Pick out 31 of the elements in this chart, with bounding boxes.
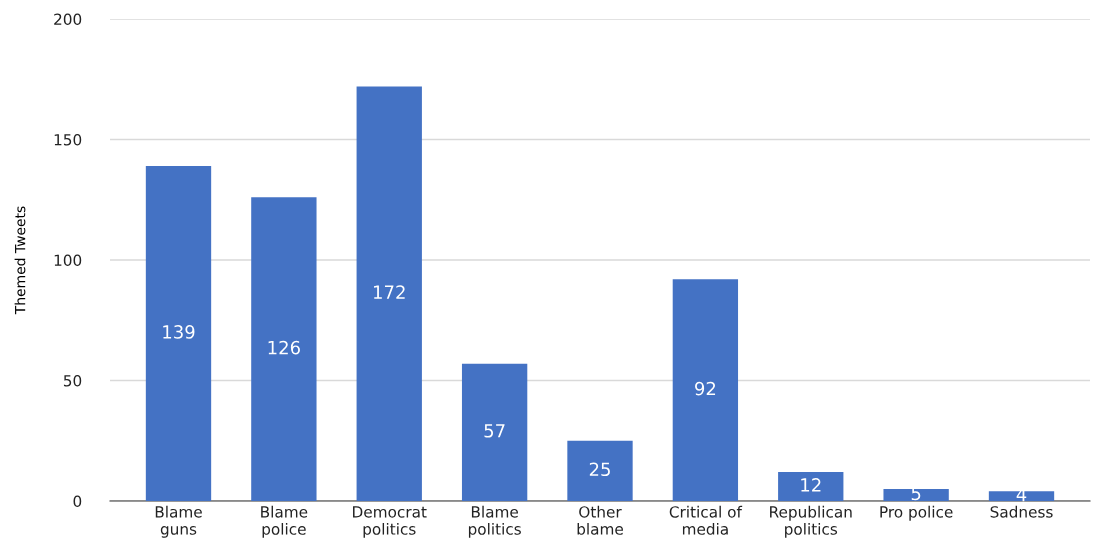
data-label: 57 <box>484 424 505 438</box>
y-tick-label: 150 <box>54 133 82 146</box>
x-tick-label: Pro police <box>880 505 953 521</box>
y-axis-title: Themed Tweets <box>14 206 26 315</box>
x-tick-label: Blame politics <box>468 505 521 538</box>
bar <box>567 440 633 501</box>
x-tick-label: Other blame <box>577 505 623 535</box>
bar <box>251 197 317 501</box>
y-tick-label: 50 <box>63 374 82 387</box>
bar <box>672 279 739 501</box>
y-tick-label: 0 <box>73 495 82 508</box>
x-tick-label: Republican politics <box>770 505 852 538</box>
data-label: 12 <box>801 478 821 492</box>
bar <box>778 472 844 501</box>
x-tick-label: Democrat politics <box>353 506 427 538</box>
data-label: 172 <box>374 285 405 299</box>
data-label: 92 <box>695 381 716 396</box>
data-label: 126 <box>268 340 300 355</box>
bar <box>988 491 1055 501</box>
y-tick-label: 200 <box>54 13 82 26</box>
x-tick-label: Blame police <box>261 505 308 538</box>
bar <box>145 166 212 501</box>
x-tick-label: Sadness <box>990 505 1053 518</box>
x-tick-label: Blame guns <box>155 505 202 538</box>
bar <box>461 363 528 501</box>
bar <box>356 86 422 501</box>
data-label: 139 <box>163 325 195 339</box>
bar <box>883 488 949 501</box>
data-label: 25 <box>589 462 610 477</box>
y-tick-label: 100 <box>54 254 82 267</box>
x-tick-label: Critical of media <box>669 505 743 535</box>
